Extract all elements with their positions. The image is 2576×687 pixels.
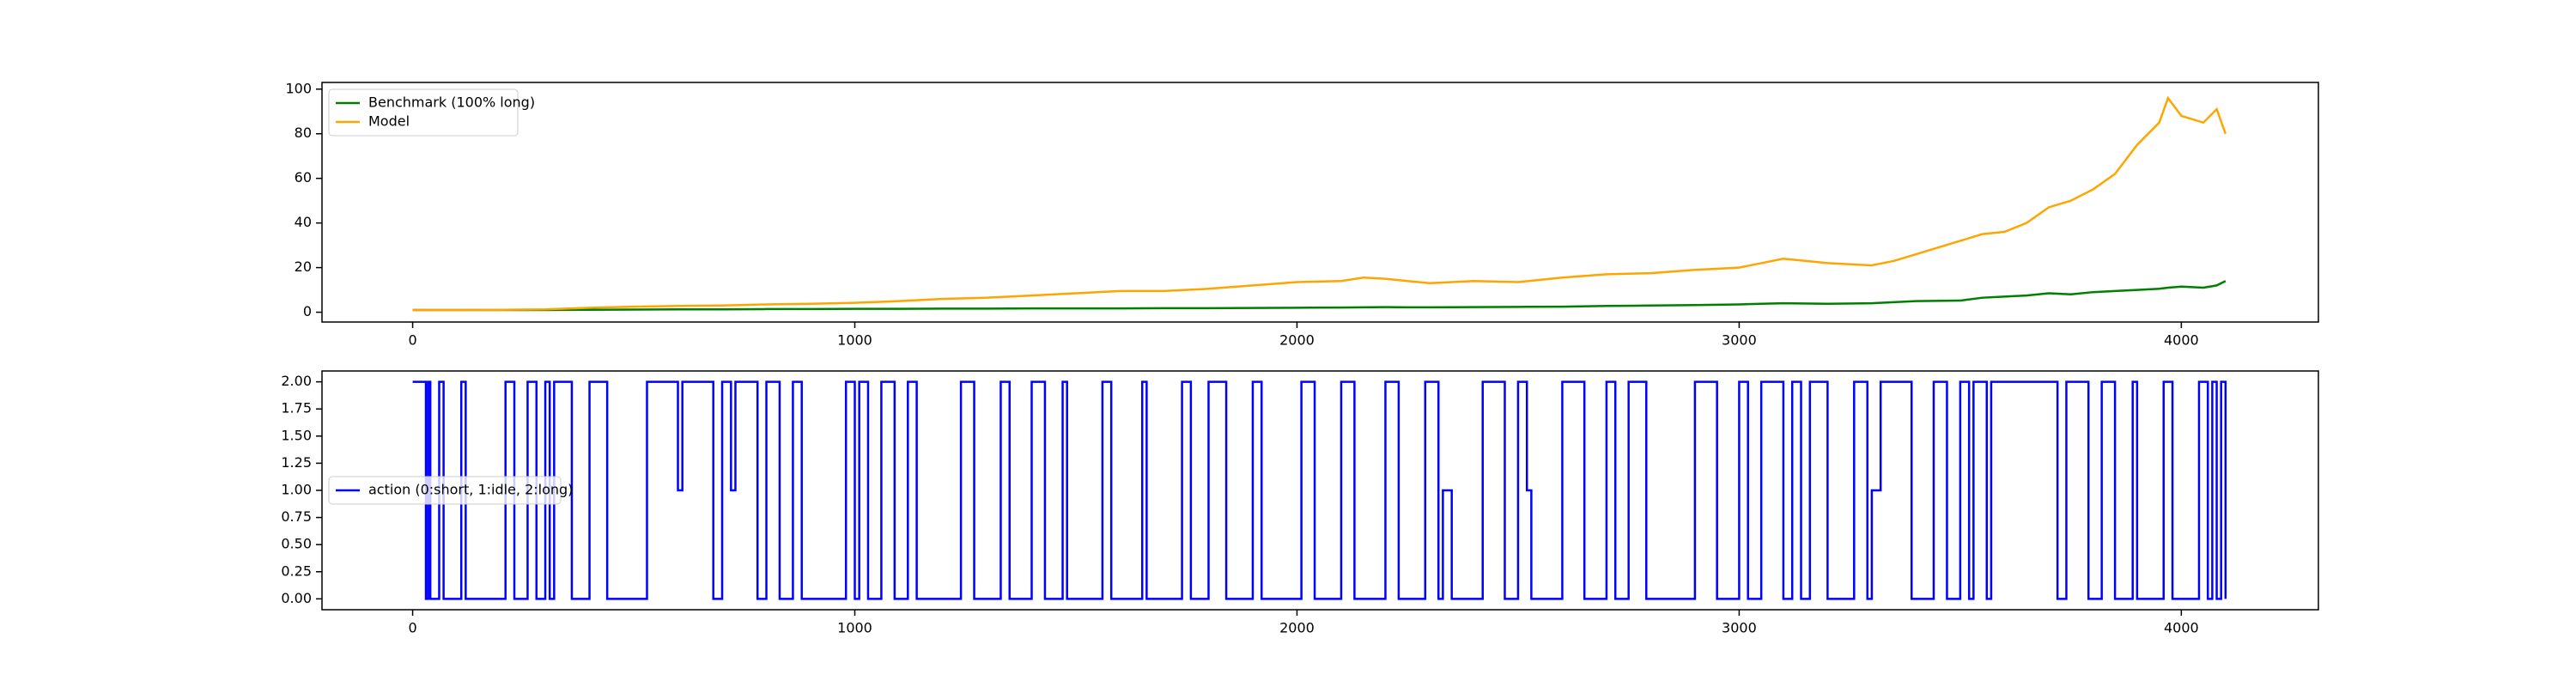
x-tick-label: 3000 [1722,620,1757,636]
axes-frame [321,370,2319,611]
x-tick-label: 1000 [837,332,872,349]
y-tick-label: 1.75 [281,400,312,416]
y-tick-label: 0.75 [281,508,312,525]
y-tick-label: 0.50 [281,536,312,552]
legend-label: Model [368,113,410,130]
x-tick-label: 2000 [1279,620,1315,636]
y-tick-label: 0.00 [281,590,312,606]
y-tick-label: 40 [295,214,312,230]
data-line [412,95,2227,312]
y-tick-label: 20 [295,258,312,275]
legend-label: action (0:short, 1:idle, 2:long) [368,482,573,498]
x-tick-label: 4000 [2164,332,2199,349]
legend-box [328,476,562,505]
y-tick-label: 1.00 [281,482,312,498]
x-tick-label: 1000 [837,620,872,636]
x-tick-label: 0 [408,332,416,349]
x-tick-label: 2000 [1279,332,1315,349]
x-tick-label: 4000 [2164,620,2199,636]
y-tick-label: 1.25 [281,454,312,471]
y-tick-label: 0.25 [281,562,312,579]
legend-box [328,88,519,137]
y-tick-label: 1.50 [281,427,312,443]
data-line [412,380,2227,600]
y-tick-label: 2.00 [281,373,312,389]
axes-frame [321,82,2319,323]
y-tick-label: 80 [295,125,312,141]
legend-label: Benchmark (100% long) [368,94,535,111]
data-line [412,280,2227,312]
x-tick-label: 0 [408,620,416,636]
y-tick-label: 100 [285,80,312,96]
y-tick-label: 0 [303,303,312,319]
x-tick-label: 3000 [1722,332,1757,349]
y-tick-label: 60 [295,169,312,185]
